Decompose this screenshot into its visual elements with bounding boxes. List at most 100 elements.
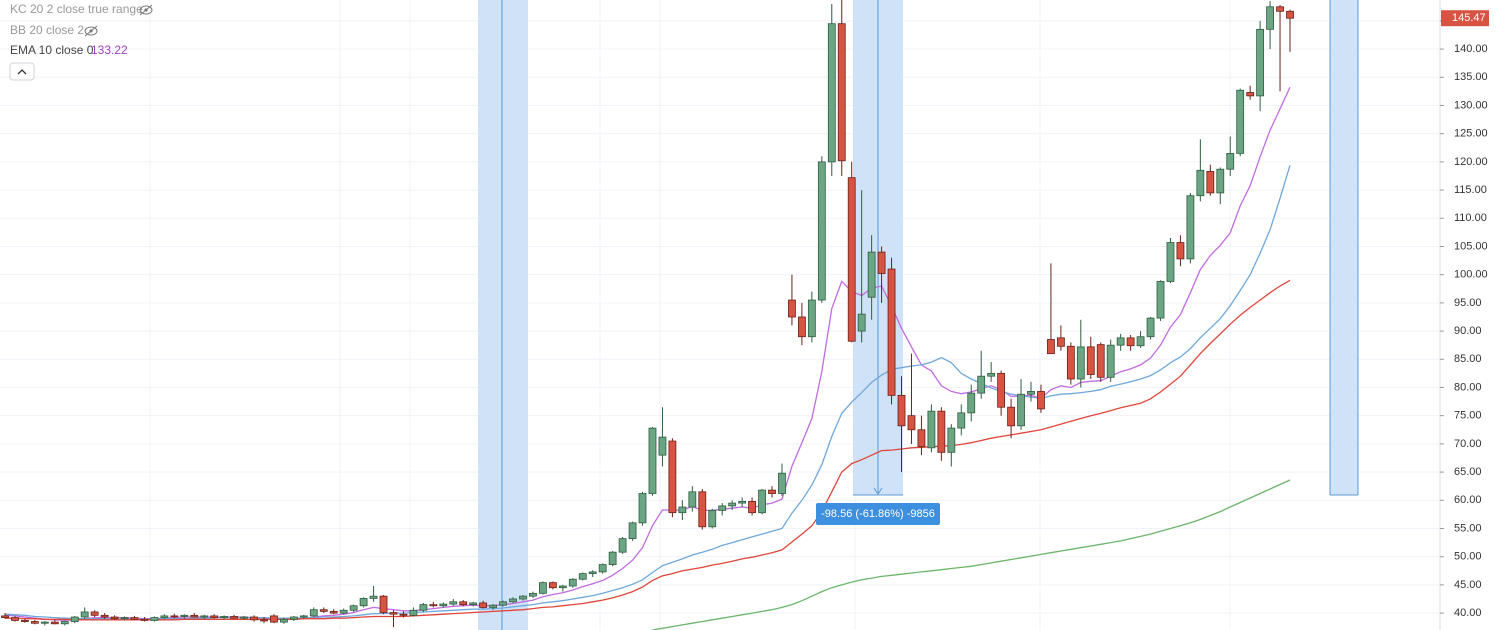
candle-body: [339, 609, 348, 614]
y-tick-label: 135.00: [1454, 71, 1488, 83]
indicator-lines: [4, 87, 1291, 630]
highlight-bands: [478, 0, 1359, 630]
candle-body: [1126, 337, 1135, 347]
candle-body: [240, 616, 248, 619]
candle-body: [260, 619, 268, 622]
candle-body: [70, 616, 79, 622]
candle-body: [638, 493, 647, 524]
candle-body: [817, 161, 826, 301]
candle-body: [797, 316, 806, 338]
candle-body: [1, 615, 9, 618]
y-tick-label: 45.00: [1454, 579, 1482, 591]
y-tick-label: 140.00: [1454, 43, 1488, 55]
candle-body: [957, 412, 966, 429]
candle-body: [1027, 391, 1035, 395]
y-tick-label: 50.00: [1454, 551, 1482, 563]
y-tick-label: 75.00: [1454, 410, 1482, 422]
candle-body: [1286, 10, 1294, 19]
candle-body: [1066, 345, 1075, 380]
candle-body: [1236, 89, 1245, 154]
candle-body: [289, 616, 298, 620]
candle-body: [359, 598, 368, 607]
highlight-band: [1330, 0, 1358, 495]
candle-body: [439, 603, 448, 607]
legend-item: EMA 10 close 0: [10, 43, 94, 57]
y-tick-label: 55.00: [1454, 522, 1482, 534]
candle-body: [618, 538, 627, 553]
legend: KC 20 2 close true range BB 20 close 2 E…: [9, 2, 153, 81]
y-tick-label: 70.00: [1454, 438, 1482, 450]
collapse-button[interactable]: [9, 62, 35, 81]
candle-body: [977, 375, 986, 394]
candle-body: [1276, 6, 1284, 12]
measure-label: -98.56 (-61.86%) -9856: [816, 503, 940, 525]
candle-body: [897, 394, 906, 427]
candle-body: [628, 522, 637, 540]
candle-body: [90, 611, 99, 616]
candle-body: [698, 491, 707, 528]
candle-body: [1136, 336, 1145, 347]
candle-body: [30, 621, 39, 624]
candle-body: [319, 609, 328, 612]
y-tick-label: 90.00: [1454, 325, 1482, 337]
y-tick-label: 85.00: [1454, 353, 1482, 365]
candle-body: [180, 614, 189, 617]
candle-body: [758, 489, 766, 514]
price-axis: [1440, 0, 1500, 630]
indicator-line: [5, 279, 1291, 621]
y-tick-label: 100.00: [1454, 269, 1488, 281]
candle-body: [1266, 6, 1274, 30]
candle-body: [140, 618, 149, 621]
candle-body: [678, 506, 687, 514]
candle-body: [200, 615, 209, 618]
candle-body: [1116, 337, 1125, 346]
candle-body: [1047, 339, 1055, 355]
candle-body: [1226, 153, 1235, 170]
y-tick-label: 40.00: [1454, 607, 1482, 619]
legend-value: 133.22: [91, 43, 128, 57]
candle-body: [210, 615, 219, 618]
candle-body: [190, 614, 199, 618]
candle-body: [499, 601, 507, 606]
candle-body: [449, 601, 458, 605]
eye-icon[interactable]: [139, 4, 153, 16]
candle-body: [280, 618, 288, 623]
candle-body: [847, 177, 856, 342]
candle-body: [1246, 92, 1255, 97]
candle-body: [867, 251, 876, 298]
indicator-line: [652, 479, 1291, 630]
candle-body: [1196, 169, 1205, 197]
candle-body: [250, 616, 258, 621]
candle-body: [80, 611, 89, 618]
candle-body: [539, 582, 547, 594]
candle-body: [1216, 168, 1225, 194]
candle-body: [220, 616, 229, 618]
candle-body: [947, 427, 956, 453]
grid: [0, 0, 1440, 630]
y-tick-label: 95.00: [1454, 297, 1482, 309]
candle-body: [469, 602, 478, 606]
candle-body: [479, 602, 488, 608]
candle-body: [967, 392, 976, 414]
candle-body: [718, 505, 727, 511]
candle-body: [459, 601, 468, 606]
y-tick-label: 120.00: [1454, 156, 1488, 168]
price-label: 145.47: [1452, 12, 1486, 24]
highlight-band: [478, 0, 528, 630]
measure-label-box: [816, 503, 940, 525]
candle-body: [21, 620, 29, 622]
eye-icon[interactable]: [84, 25, 98, 37]
candle-body: [309, 609, 318, 617]
y-tick-label: 115.00: [1454, 184, 1487, 196]
candle-body: [1206, 171, 1215, 194]
candle-body: [160, 615, 169, 618]
candle-body: [1166, 242, 1175, 282]
candle-body: [1096, 344, 1105, 378]
candle-body: [50, 621, 59, 625]
candle-body: [349, 605, 358, 611]
candle-body: [578, 573, 587, 580]
candle-body: [608, 551, 617, 565]
candle-body: [927, 410, 936, 449]
candle-body: [907, 415, 916, 431]
candle-body: [519, 595, 527, 600]
